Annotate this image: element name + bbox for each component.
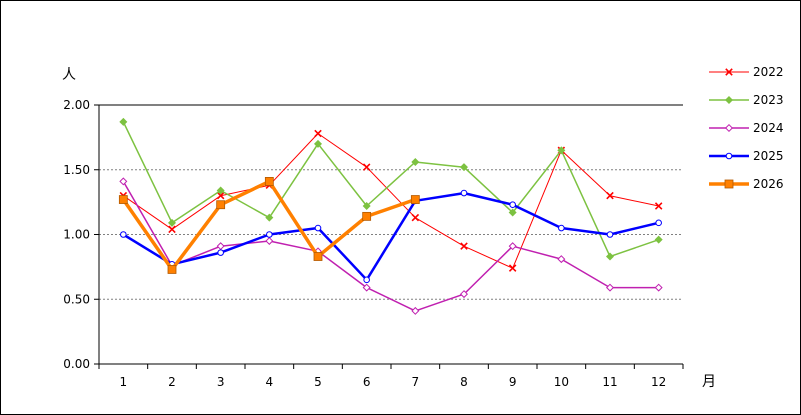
data-point-2022 bbox=[216, 191, 225, 200]
data-point-2023 bbox=[167, 218, 177, 227]
series-2024 bbox=[119, 177, 663, 315]
data-point-2022 bbox=[314, 129, 322, 138]
data-point-2025 bbox=[460, 189, 468, 197]
y-tick-label: 2.00 bbox=[63, 98, 90, 112]
data-point-2023 bbox=[313, 139, 323, 148]
data-point-2025 bbox=[655, 219, 662, 227]
series-line-2023 bbox=[122, 121, 659, 258]
data-point-2024 bbox=[119, 177, 128, 186]
legend-item-2026: 2026 bbox=[709, 177, 784, 191]
data-point-2022 bbox=[362, 163, 371, 171]
x-tick-label: 5 bbox=[314, 375, 322, 389]
data-point-2025 bbox=[606, 231, 614, 238]
x-tick-label: 2 bbox=[168, 375, 176, 389]
data-point-2022 bbox=[168, 225, 176, 234]
legend-item-2024: 2024 bbox=[709, 121, 784, 135]
legend-label: 2024 bbox=[753, 121, 784, 135]
x-tick-label: 3 bbox=[217, 375, 225, 389]
x-tick-label: 11 bbox=[602, 375, 617, 389]
data-point-2022 bbox=[508, 264, 517, 272]
y-unit-label: 人 bbox=[62, 67, 76, 83]
data-point-2022 bbox=[411, 213, 420, 222]
data-point-2025 bbox=[363, 276, 370, 284]
data-point-2024 bbox=[459, 290, 469, 299]
x-unit-label: 月 bbox=[702, 374, 716, 390]
data-point-2023 bbox=[265, 213, 274, 222]
data-point-2023 bbox=[654, 235, 663, 244]
data-point-2024 bbox=[508, 242, 517, 251]
data-point-2025 bbox=[266, 231, 273, 238]
data-point-2025 bbox=[509, 201, 516, 209]
data-point-2026 bbox=[216, 200, 226, 210]
y-tick-label: 0.00 bbox=[63, 357, 90, 371]
data-point-2026 bbox=[362, 211, 372, 221]
data-point-2026 bbox=[410, 195, 420, 204]
legend-marker bbox=[725, 68, 733, 76]
legend: 2022 2023 2024 2025 2026 bbox=[709, 65, 784, 191]
data-point-2022 bbox=[654, 202, 663, 210]
data-point-2026 bbox=[118, 195, 128, 204]
legend-label: 2022 bbox=[753, 65, 784, 79]
data-point-2022 bbox=[606, 191, 614, 200]
legend-label: 2023 bbox=[753, 93, 784, 107]
data-point-2024 bbox=[557, 255, 566, 264]
data-point-2025 bbox=[314, 224, 322, 232]
data-point-2025 bbox=[558, 224, 565, 232]
y-tick-label: 1.50 bbox=[63, 163, 90, 177]
series-line-2025 bbox=[122, 191, 659, 282]
data-point-2024 bbox=[605, 283, 615, 292]
legend-marker bbox=[725, 152, 733, 160]
data-point-2024 bbox=[411, 306, 420, 315]
y-tick-label: 1.00 bbox=[63, 228, 90, 242]
series-group bbox=[118, 117, 663, 315]
series-2025 bbox=[120, 189, 662, 284]
series-2022 bbox=[119, 129, 663, 272]
data-point-2026 bbox=[264, 177, 274, 186]
data-point-2024 bbox=[265, 236, 274, 245]
data-point-2025 bbox=[120, 231, 127, 238]
x-tick-label: 10 bbox=[554, 375, 569, 389]
legend-item-2023: 2023 bbox=[709, 93, 784, 107]
data-point-2024 bbox=[216, 242, 225, 251]
data-point-2025 bbox=[217, 249, 224, 256]
data-point-2023 bbox=[508, 208, 517, 217]
series-line-2024 bbox=[122, 181, 659, 312]
series-2023 bbox=[119, 117, 663, 261]
legend-item-2022: 2022 bbox=[709, 65, 784, 79]
x-tick-label: 12 bbox=[651, 375, 666, 389]
axes: 0.000.501.001.502.001 2 3 4 5 6 7 8 9 10 11 12 bbox=[63, 98, 684, 389]
y-tick-label: 0.50 bbox=[63, 292, 90, 306]
legend-item-2025: 2025 bbox=[709, 149, 784, 163]
data-point-2023 bbox=[605, 252, 615, 261]
legend-marker bbox=[724, 179, 734, 189]
series-2026 bbox=[118, 177, 420, 274]
data-point-2024 bbox=[362, 283, 371, 292]
data-point-2024 bbox=[654, 283, 663, 292]
x-tick-label: 7 bbox=[412, 375, 420, 389]
data-point-2023 bbox=[557, 146, 566, 155]
data-point-2023 bbox=[411, 157, 420, 166]
x-tick-label: 8 bbox=[460, 375, 468, 389]
data-point-2023 bbox=[362, 202, 371, 211]
data-point-2023 bbox=[459, 163, 469, 172]
x-tick-label: 6 bbox=[363, 375, 371, 389]
legend-label: 2025 bbox=[753, 149, 784, 163]
data-point-2023 bbox=[119, 117, 128, 126]
x-tick-label: 4 bbox=[266, 375, 274, 389]
data-point-2023 bbox=[216, 186, 225, 195]
legend-marker bbox=[724, 123, 734, 133]
legend-label: 2026 bbox=[753, 177, 784, 191]
series-line-2022 bbox=[123, 133, 659, 269]
legend-marker bbox=[724, 95, 734, 105]
x-tick-label: 9 bbox=[509, 375, 517, 389]
data-point-2026 bbox=[313, 252, 323, 261]
x-tick-label: 1 bbox=[120, 375, 128, 389]
data-point-2022 bbox=[460, 242, 468, 250]
data-point-2026 bbox=[167, 265, 177, 274]
